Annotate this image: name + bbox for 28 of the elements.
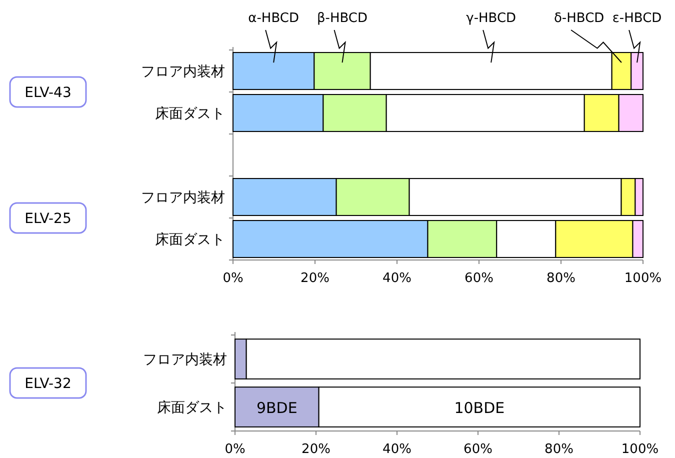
x-tick-label: 60% [464, 442, 492, 457]
y-tick-label: 床面ダスト [155, 232, 225, 248]
text: ELV-25 [24, 211, 72, 227]
x-tick-label: 40% [382, 271, 412, 286]
y-tick-label: 床面ダスト [155, 106, 225, 122]
y-tick-label: 床面ダスト [157, 400, 227, 416]
text: ELV-32 [24, 376, 72, 392]
text: δ-HBCD [554, 11, 604, 26]
x-tick-label: 80% [546, 271, 576, 286]
x-tick-label: 100% [624, 271, 662, 286]
text: α-HBCD [248, 11, 300, 26]
x-tick-label: 40% [382, 442, 412, 457]
y-tick-label: フロア内装材 [141, 190, 225, 206]
x-tick-label: 20% [302, 442, 330, 457]
y-tick-label: フロア内装材 [141, 64, 225, 80]
series-label: 9BDE [256, 399, 298, 417]
x-tick-label: 60% [464, 271, 494, 286]
text: β-HBCD [316, 11, 368, 26]
x-tick-label: 100% [621, 442, 659, 457]
text: γ-HBCD [466, 11, 516, 26]
x-tick-label: 0% [224, 442, 246, 457]
x-tick-label: 0% [222, 271, 244, 286]
series-label: 10BDE [454, 399, 505, 417]
x-tick-label: 80% [544, 442, 574, 457]
text: ELV-43 [24, 85, 72, 101]
x-tick-label: 20% [300, 271, 330, 286]
text: ε-HBCD [612, 11, 662, 26]
y-tick-label: フロア内装材 [143, 352, 227, 368]
